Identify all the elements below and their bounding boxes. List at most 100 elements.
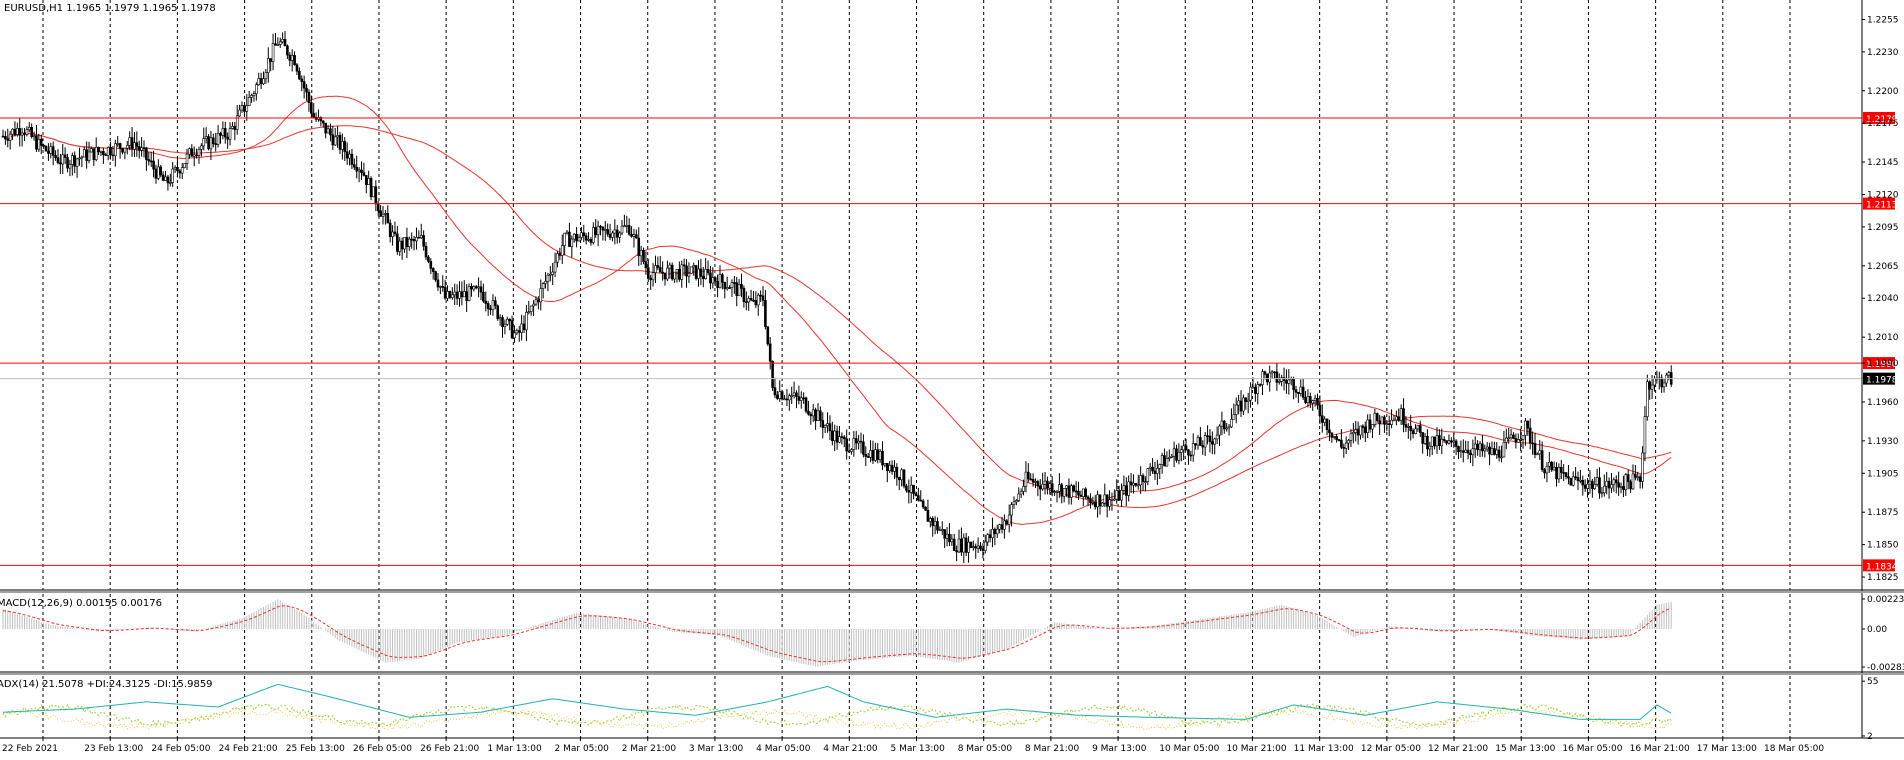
candle-body	[1490, 448, 1494, 455]
candle-body	[1144, 481, 1147, 483]
candle-body	[1273, 371, 1276, 374]
candle-body	[1007, 514, 1011, 525]
candle-body	[247, 96, 251, 106]
candle-body	[1115, 490, 1119, 500]
candle-body	[575, 233, 578, 242]
candle-body	[1634, 473, 1637, 478]
candle-body	[838, 436, 841, 443]
candle-body	[1445, 440, 1448, 444]
candle-body	[1650, 384, 1654, 390]
candle-body	[269, 58, 272, 62]
candle-body	[54, 155, 57, 159]
candle-body	[931, 518, 935, 527]
candle-body	[145, 147, 148, 160]
candle-body	[37, 138, 41, 150]
candle-body	[678, 268, 681, 280]
candle-body	[780, 391, 784, 400]
candle-body	[718, 274, 722, 288]
candle-body	[419, 235, 423, 238]
time-tick-label: 23 Feb 13:00	[84, 744, 143, 754]
candle-body	[496, 305, 500, 320]
candle-body	[384, 213, 387, 215]
candle-body	[176, 167, 179, 172]
candle-body	[668, 264, 672, 269]
candle-body	[1430, 436, 1434, 447]
candle-body	[223, 128, 227, 138]
time-tick-label: 26 Feb 05:00	[353, 744, 412, 754]
candle-body	[866, 456, 870, 458]
candle-body	[1323, 418, 1326, 423]
candle-body	[1029, 478, 1032, 481]
time-tick-label: 8 Mar 21:00	[1025, 744, 1080, 754]
candle-body	[587, 239, 590, 241]
candle-body	[494, 300, 497, 307]
price-tick-label: 1.2255	[1867, 15, 1899, 25]
candle-body	[568, 231, 571, 247]
candle-body	[1120, 489, 1123, 501]
candle-body	[238, 109, 241, 117]
candle-body	[212, 137, 215, 144]
candle-body	[458, 291, 461, 299]
candle-body	[1292, 378, 1295, 391]
price-tick-label: 1.1825	[1867, 573, 1899, 583]
candle-body	[405, 237, 409, 247]
price-tick-label: 1.1875	[1867, 508, 1899, 518]
candle-body	[943, 529, 946, 539]
time-tick-label: 10 Mar 21:00	[1226, 744, 1286, 754]
candle-body	[379, 210, 382, 217]
candle-body	[847, 450, 851, 453]
candle-body	[1342, 447, 1346, 449]
candle-body	[1423, 435, 1427, 444]
candle-body	[823, 425, 827, 428]
candle-body	[1041, 484, 1044, 490]
candle-body	[1211, 441, 1214, 445]
time-tick-label: 17 Mar 13:00	[1697, 744, 1757, 754]
candle-body	[1524, 420, 1527, 436]
candle-body	[343, 141, 347, 153]
candle-body	[192, 154, 196, 157]
candle-body	[1605, 480, 1608, 487]
candle-body	[670, 264, 674, 280]
time-tick-label: 24 Feb 21:00	[219, 744, 278, 754]
candle-body	[651, 272, 655, 281]
candle-body	[871, 450, 875, 461]
candle-body	[1356, 429, 1360, 436]
price-tick-label: 1.1960	[1867, 398, 1899, 408]
candle-body	[1237, 400, 1240, 406]
candle-body	[39, 138, 43, 146]
candle-body	[1648, 381, 1652, 390]
candle-body	[1359, 425, 1362, 436]
time-axis[interactable]: 22 Feb 2021 23 Feb 13:00 24 Feb 05:00 24 Fe…	[2, 738, 1824, 754]
candle-body	[790, 395, 794, 397]
candle-body	[926, 510, 930, 522]
candle-body	[4, 136, 7, 140]
candle-body	[792, 392, 796, 396]
candle-body	[32, 135, 36, 138]
candle-body	[125, 145, 129, 149]
candle-body	[228, 128, 232, 140]
candle-body	[252, 93, 256, 96]
candle-body	[1010, 504, 1013, 516]
candle-body	[783, 398, 786, 401]
candle-body	[1072, 485, 1076, 492]
candle-body	[415, 236, 418, 242]
candle-body	[1574, 476, 1577, 479]
candle-body	[1050, 483, 1054, 493]
candle-body	[1588, 480, 1592, 485]
candle-body	[498, 317, 502, 320]
candle-body	[795, 392, 798, 397]
candle-body	[1598, 477, 1601, 494]
candle-body	[1074, 490, 1078, 493]
candle-body	[596, 225, 600, 235]
candle-body	[1610, 484, 1613, 489]
candle-body	[1019, 491, 1023, 495]
candle-body	[701, 276, 705, 279]
candle-body	[1330, 432, 1334, 438]
candle-body	[601, 226, 605, 231]
candle-body	[1022, 486, 1025, 492]
candle-body	[694, 265, 698, 279]
candle-body	[1191, 443, 1195, 456]
candle-body	[859, 440, 863, 443]
price-axis[interactable]: 1.2255 1.2230 1.2200 1.2175 1.2145 1.2120 1.20…	[1862, 15, 1904, 742]
candle-body	[819, 410, 822, 421]
